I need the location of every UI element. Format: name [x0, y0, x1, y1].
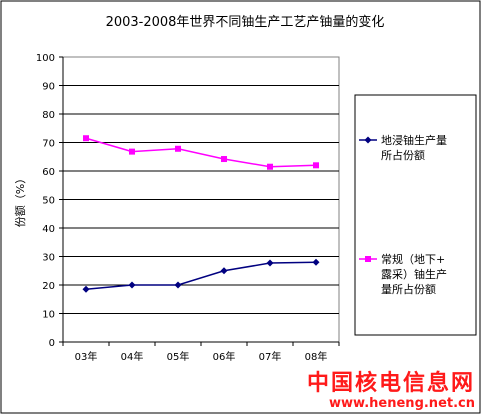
- x-tick-label: 05年: [167, 350, 190, 363]
- legend-label: 量所占份额: [381, 282, 436, 296]
- legend-label: 常规（地下+: [381, 252, 445, 266]
- data-point: [267, 163, 273, 170]
- y-tick-label: 10: [42, 310, 55, 321]
- watermark-url: www.heneng.net.cn: [329, 396, 475, 411]
- y-tick-label: 40: [42, 224, 55, 235]
- data-point: [83, 135, 89, 142]
- data-point: [175, 145, 181, 152]
- watermark: 中国核电信息网 www.heneng.net.cn: [306, 371, 475, 411]
- legend-marker: [365, 256, 371, 262]
- y-axis: 0 10 20 30 40 50 60 70 80 90 100: [36, 53, 64, 349]
- y-tick-label: 30: [42, 253, 55, 264]
- series-1: [82, 258, 320, 293]
- y-tick-label: 60: [42, 167, 55, 178]
- data-point: [313, 162, 319, 169]
- chart-title: 2003-2008年世界不同铀生产工艺产铀量的变化: [106, 14, 385, 30]
- legend-box: [354, 94, 477, 336]
- series-layer: [82, 135, 320, 293]
- data-point: [312, 258, 320, 266]
- data-point: [220, 267, 228, 275]
- legend-marker: [364, 136, 372, 144]
- data-point: [82, 285, 90, 293]
- series-line: [85, 137, 317, 168]
- y-tick-label: 0: [49, 338, 55, 349]
- y-axis-label: 份额（%）: [14, 173, 27, 227]
- legend-label: 地浸铀生产量: [381, 133, 447, 147]
- x-tick-label: 07年: [259, 350, 282, 363]
- data-point: [129, 148, 135, 155]
- x-tick-label: 04年: [121, 350, 144, 363]
- legend-label: 露采）铀生产: [381, 267, 447, 281]
- x-tick-label: 08年: [305, 350, 328, 363]
- watermark-name: 中国核电信息网: [306, 371, 475, 396]
- x-axis: 03年 04年 05年 06年 07年 08年: [62, 341, 340, 363]
- data-point: [221, 156, 227, 163]
- y-tick-label: 90: [42, 82, 55, 93]
- y-tick-label: 70: [42, 139, 55, 150]
- legend-label: 所占份额: [381, 148, 425, 162]
- y-tick-label: 50: [42, 196, 55, 207]
- grid: [63, 85, 339, 314]
- data-point: [128, 281, 136, 289]
- y-tick-label: 80: [42, 110, 55, 121]
- x-tick-label: 06年: [213, 350, 236, 363]
- y-tick-label: 20: [42, 281, 55, 292]
- series-2: [83, 135, 319, 170]
- x-tick-label: 03年: [75, 350, 98, 363]
- series-line: [85, 261, 317, 291]
- y-tick-label: 100: [36, 53, 55, 64]
- data-point: [174, 281, 182, 289]
- data-point: [266, 259, 274, 267]
